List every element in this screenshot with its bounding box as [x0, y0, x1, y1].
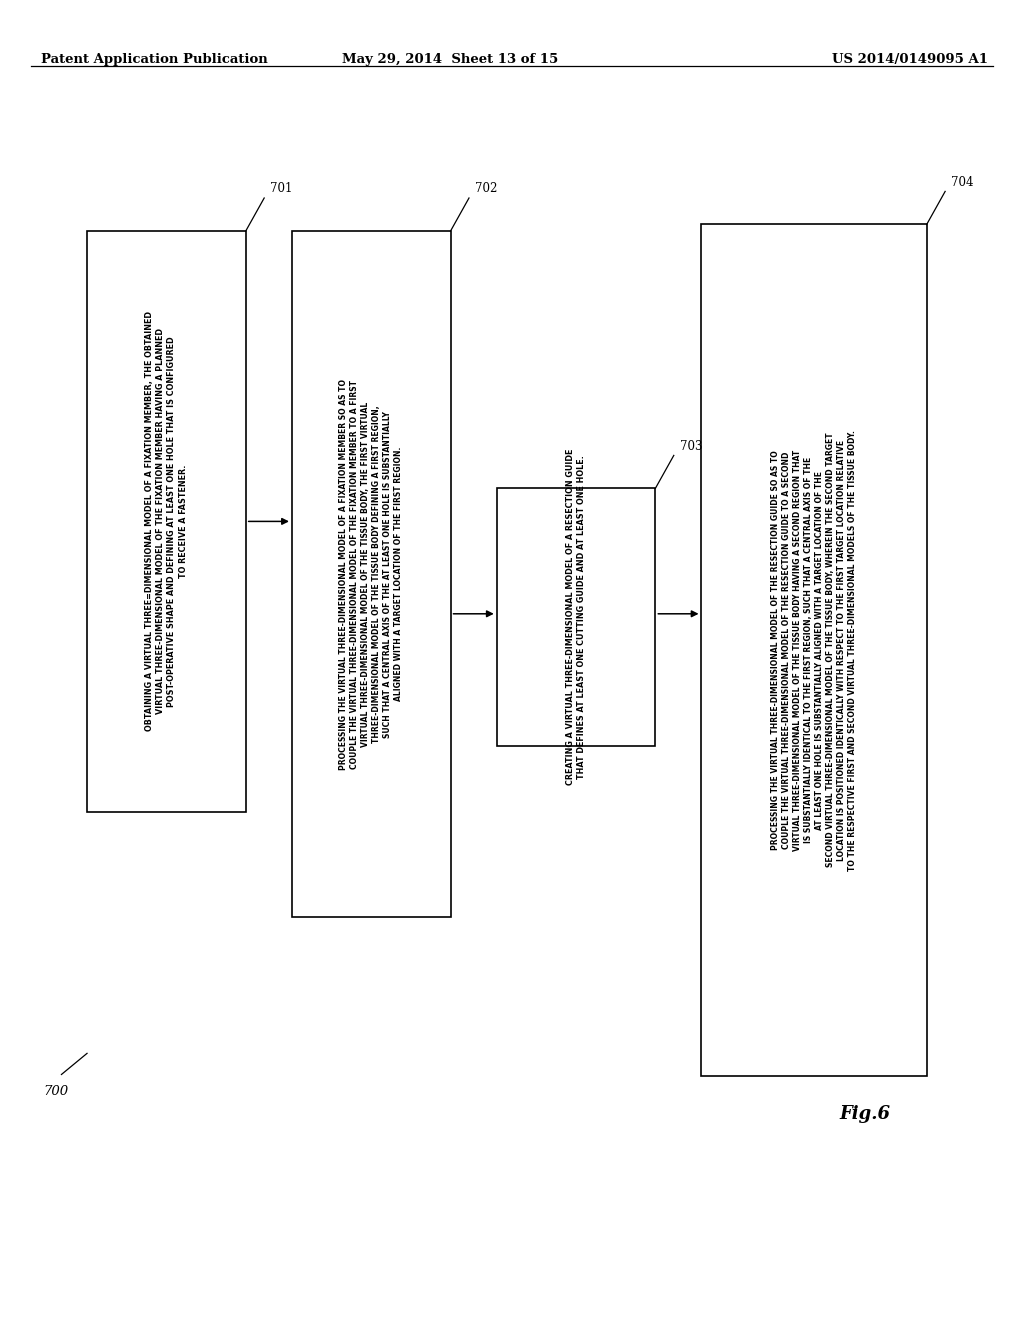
- Text: Patent Application Publication: Patent Application Publication: [41, 53, 267, 66]
- Text: 703: 703: [680, 440, 702, 453]
- Bar: [701, 224, 927, 1076]
- Bar: [292, 231, 451, 917]
- Text: Fig.6: Fig.6: [840, 1105, 891, 1123]
- Text: US 2014/0149095 A1: US 2014/0149095 A1: [833, 53, 988, 66]
- Bar: [497, 488, 655, 746]
- Text: PROCESSING THE VIRTUAL THREE-DIMENSIONAL MODEL OF A FIXATION MEMBER SO AS TO
COU: PROCESSING THE VIRTUAL THREE-DIMENSIONAL…: [339, 379, 403, 770]
- Text: 702: 702: [475, 182, 498, 195]
- Bar: [87, 231, 246, 812]
- Text: OBTAINING A VIRTUAL THREE=DIMENSIONAL MODEL OF A FIXATION MEMBER, THE OBTAINED
V: OBTAINING A VIRTUAL THREE=DIMENSIONAL MO…: [145, 312, 187, 731]
- Text: 700: 700: [43, 1085, 69, 1098]
- Text: 701: 701: [270, 182, 293, 195]
- Text: 704: 704: [951, 176, 974, 189]
- Text: May 29, 2014  Sheet 13 of 15: May 29, 2014 Sheet 13 of 15: [342, 53, 559, 66]
- Text: PROCESSING THE VIRTUAL THREE-DIMENSIONAL MODEL OF THE RESECTION GUIDE SO AS TO
C: PROCESSING THE VIRTUAL THREE-DIMENSIONAL…: [771, 430, 857, 870]
- Text: CREATING A VIRTUAL THREE-DIMENSIONAL MODEL OF A RESECTION GUIDE
THAT DEFINES AT : CREATING A VIRTUAL THREE-DIMENSIONAL MOD…: [566, 449, 586, 785]
